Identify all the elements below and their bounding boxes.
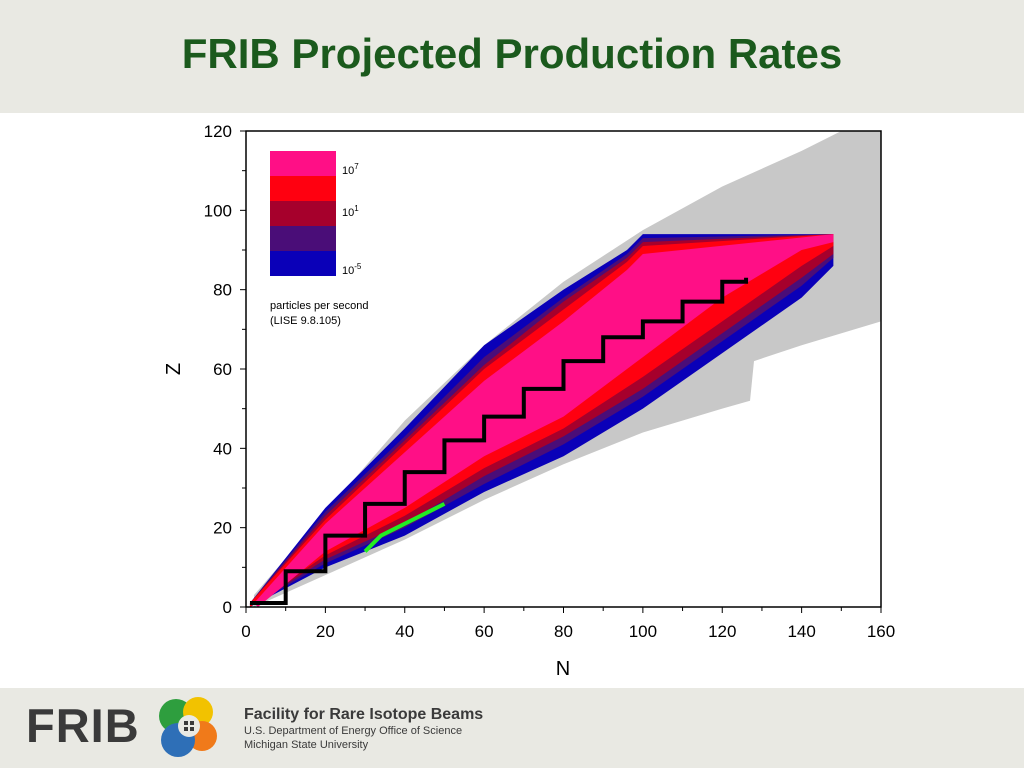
legend-label: 101	[342, 204, 359, 219]
frib-logo: FRIB	[26, 696, 231, 762]
legend-label-exponent: 1	[354, 204, 359, 213]
x-tick-label: 80	[554, 622, 573, 641]
x-tick-label: 40	[395, 622, 414, 641]
y-tick-label: 100	[204, 201, 232, 220]
x-tick-label: 20	[316, 622, 335, 641]
slide-footer: FRIB Facility for Rare Isotope Beams U.S…	[0, 688, 1024, 768]
green-isotope-line	[363, 502, 446, 553]
y-tick-label: 80	[213, 281, 232, 300]
chart-area: 0 20 40 60 80 100 120 140 160 0 20 40 60 80 100 120 107…	[0, 113, 1024, 688]
y-tick-label: 60	[213, 360, 232, 379]
x-tick-label: 100	[629, 622, 657, 641]
organization-name: Facility for Rare Isotope Beams	[244, 706, 484, 723]
x-tick-label: 60	[475, 622, 494, 641]
legend-note-source: (LISE 9.8.105)	[270, 315, 341, 327]
legend-swatch	[270, 176, 336, 201]
x-axis-label: N	[556, 658, 570, 680]
slide-header: FRIB Projected Production Rates	[0, 0, 1024, 113]
legend-swatch	[270, 151, 336, 176]
y-tick-label: 120	[204, 122, 232, 141]
organization-line-2: Michigan State University	[244, 739, 369, 751]
stable-nuclei-line	[249, 277, 749, 606]
legend-label: 107	[342, 162, 359, 177]
color-legend: 107 101 10-5 particles per second (LISE 9.8.…	[270, 151, 368, 327]
logo-text: FRIB	[26, 699, 140, 752]
legend-label: 10-5	[342, 262, 362, 277]
y-tick-label: 0	[223, 598, 232, 617]
y-axis-label: Z	[163, 363, 185, 375]
legend-swatch	[270, 201, 336, 226]
nuclear-chart: 0 20 40 60 80 100 120 140 160 0 20 40 60 80 100 120 107…	[163, 122, 896, 680]
x-tick-label: 0	[241, 622, 250, 641]
legend-label-exponent: -5	[354, 262, 362, 271]
isotope-lines	[249, 277, 749, 606]
legend-swatch	[270, 251, 336, 276]
logo-emblem-icon	[159, 697, 217, 757]
x-tick-label: 120	[708, 622, 736, 641]
slide-title: FRIB Projected Production Rates	[181, 30, 843, 77]
organization-line-1: U.S. Department of Energy Office of Scie…	[244, 725, 463, 737]
x-tick-label: 140	[787, 622, 815, 641]
production-rate-regions	[249, 131, 881, 607]
legend-label-exponent: 7	[354, 162, 359, 171]
y-tick-label: 40	[213, 439, 232, 458]
region-rate_above_1e4	[253, 234, 834, 607]
x-tick-label: 160	[867, 622, 895, 641]
axis-ticks: 0 20 40 60 80 100 120 140 160 0 20 40 60 80 100 120	[204, 122, 896, 641]
legend-note-units: particles per second	[270, 300, 368, 312]
y-tick-label: 20	[213, 519, 232, 538]
legend-swatch	[270, 226, 336, 251]
organization-info: Facility for Rare Isotope Beams U.S. Dep…	[244, 706, 483, 752]
